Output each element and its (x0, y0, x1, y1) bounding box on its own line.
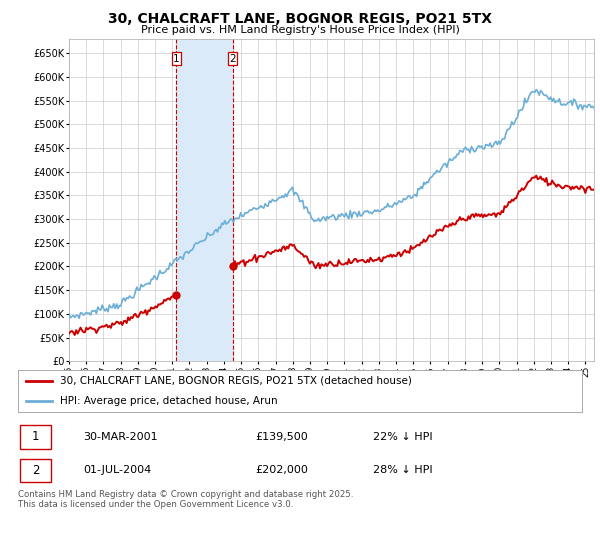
Text: Contains HM Land Registry data © Crown copyright and database right 2025.
This d: Contains HM Land Registry data © Crown c… (18, 490, 353, 510)
Text: 1: 1 (173, 54, 180, 64)
Text: 28% ↓ HPI: 28% ↓ HPI (373, 465, 433, 475)
Text: 1: 1 (32, 430, 39, 444)
FancyBboxPatch shape (20, 459, 51, 482)
Text: 30, CHALCRAFT LANE, BOGNOR REGIS, PO21 5TX: 30, CHALCRAFT LANE, BOGNOR REGIS, PO21 5… (108, 12, 492, 26)
Text: 30, CHALCRAFT LANE, BOGNOR REGIS, PO21 5TX (detached house): 30, CHALCRAFT LANE, BOGNOR REGIS, PO21 5… (60, 376, 412, 385)
Text: 2: 2 (32, 464, 39, 477)
FancyBboxPatch shape (20, 425, 51, 449)
Text: £202,000: £202,000 (255, 465, 308, 475)
Text: 2: 2 (229, 54, 236, 64)
Text: 22% ↓ HPI: 22% ↓ HPI (373, 432, 433, 442)
Text: 30-MAR-2001: 30-MAR-2001 (83, 432, 157, 442)
Text: Price paid vs. HM Land Registry's House Price Index (HPI): Price paid vs. HM Land Registry's House … (140, 25, 460, 35)
Text: £139,500: £139,500 (255, 432, 308, 442)
Text: 01-JUL-2004: 01-JUL-2004 (83, 465, 151, 475)
Bar (176, 39, 233, 361)
Text: HPI: Average price, detached house, Arun: HPI: Average price, detached house, Arun (60, 396, 278, 405)
